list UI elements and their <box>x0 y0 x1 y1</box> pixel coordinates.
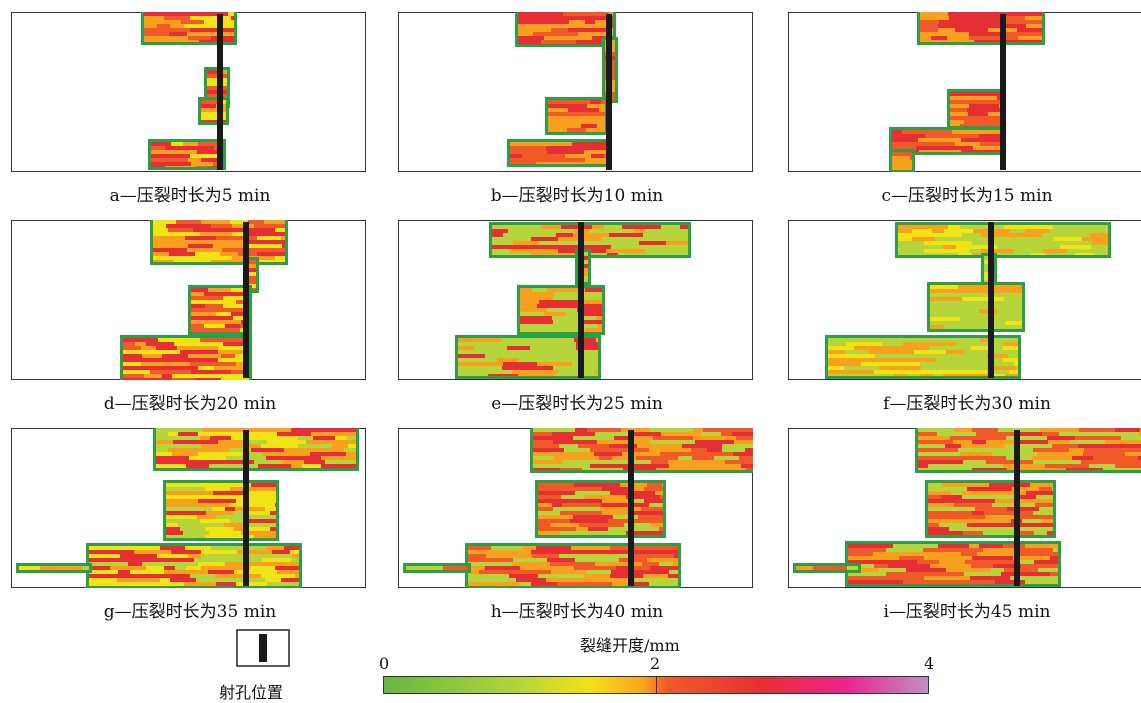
colorbar-tick-0: 0 <box>379 654 389 673</box>
perforation-well <box>1014 430 1020 586</box>
panel-caption-e: e—压裂时长为25 min <box>388 389 766 414</box>
perforation-well <box>243 430 249 586</box>
panel-caption-c: c—压裂时长为15 min <box>778 181 1141 206</box>
fracture-panel-i <box>788 428 1141 588</box>
fracture-panel-g <box>11 428 366 588</box>
perforation-well <box>606 14 612 170</box>
colorbar-title: 裂缝开度/mm <box>580 632 680 656</box>
aperture-colorbar <box>383 676 929 694</box>
fracture-panel-h <box>398 428 753 588</box>
fracture-panel-e <box>398 220 753 380</box>
fracture-panel-a <box>11 12 366 172</box>
perforation-well <box>988 222 994 378</box>
perforation-legend-label: 射孔位置 <box>219 679 283 703</box>
panel-caption-d: d—压裂时长为20 min <box>1 389 379 414</box>
perforation-well <box>628 430 634 586</box>
panel-caption-g: g—压裂时长为35 min <box>1 597 379 622</box>
perforation-legend-icon <box>236 629 290 671</box>
panel-caption-b: b—压裂时长为10 min <box>388 181 766 206</box>
fracture-panel-c <box>788 12 1141 172</box>
perforation-well <box>243 222 249 378</box>
fracture-panel-b <box>398 12 753 172</box>
perforation-well <box>217 14 223 170</box>
panel-caption-i: i—压裂时长为45 min <box>778 597 1141 622</box>
perforation-well <box>1000 14 1006 170</box>
perforation-well <box>578 222 584 378</box>
panel-caption-a: a—压裂时长为5 min <box>1 181 379 206</box>
fracture-panel-d <box>11 220 366 380</box>
colorbar-midline <box>656 677 657 693</box>
fracture-panel-f <box>788 220 1141 380</box>
panel-caption-f: f—压裂时长为30 min <box>778 389 1141 414</box>
colorbar-tick-2: 2 <box>650 654 660 673</box>
colorbar-tick-4: 4 <box>924 654 934 673</box>
panel-caption-h: h—压裂时长为40 min <box>388 597 766 622</box>
